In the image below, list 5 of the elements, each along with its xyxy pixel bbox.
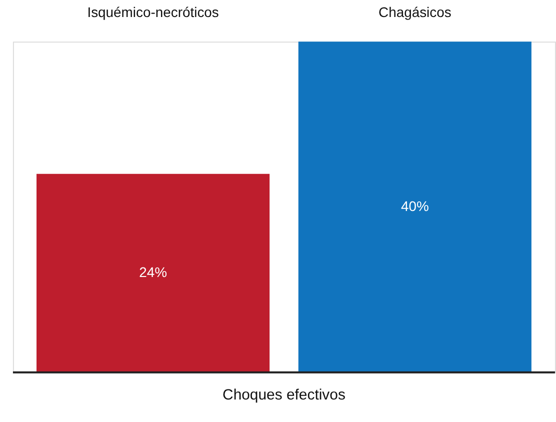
x-tick-label: Chagásicos: [378, 4, 452, 20]
data-label: 24%: [139, 264, 167, 280]
data-label: 40%: [400, 198, 429, 214]
x-tick-label: Isquémico-necróticos: [87, 4, 219, 20]
x-axis-title: Choques efectivos: [222, 386, 346, 404]
